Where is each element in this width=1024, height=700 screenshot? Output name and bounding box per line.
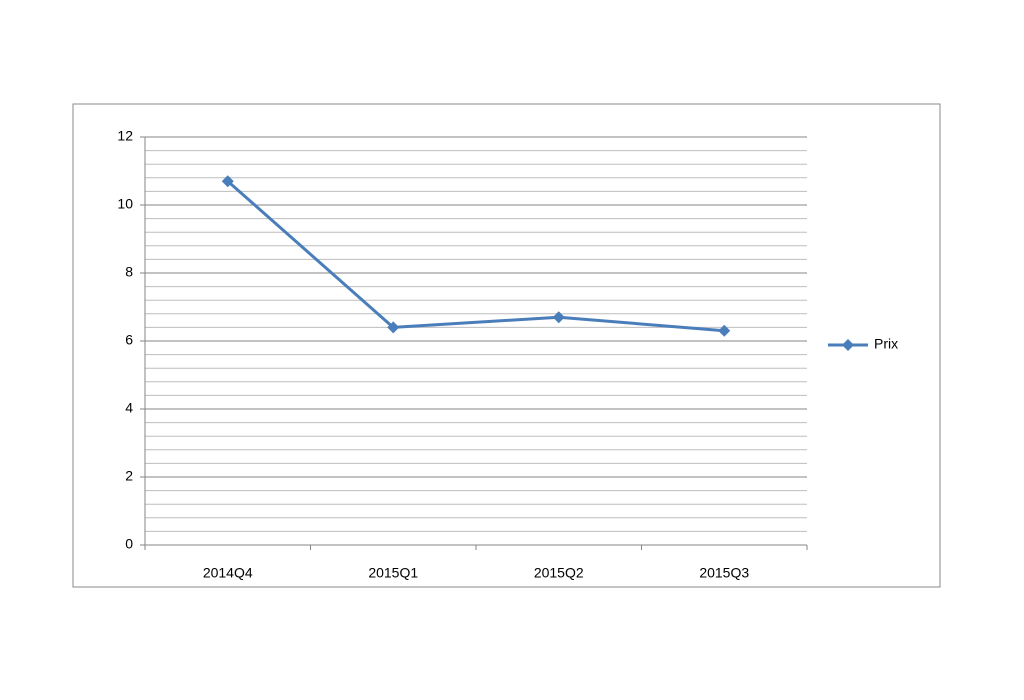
data-point [718,324,731,337]
data-point [552,311,565,324]
y-tick-label: 4 [125,400,133,416]
data-point [221,175,234,188]
legend-label: Prix [874,336,898,352]
y-tick-label: 12 [117,128,133,144]
y-tick-label: 0 [125,536,133,552]
y-tick-label: 8 [125,264,133,280]
y-tick-label: 6 [125,332,133,348]
chart-frame [72,103,941,588]
data-point [387,321,400,334]
x-tick-label: 2015Q1 [368,565,418,581]
y-tick-label: 10 [117,196,133,212]
legend-marker [842,339,854,351]
x-tick-label: 2015Q3 [699,565,749,581]
y-tick-label: 2 [125,468,133,484]
x-tick-label: 2015Q2 [534,565,584,581]
series-line [226,180,725,333]
x-tick-label: 2014Q4 [203,565,253,581]
